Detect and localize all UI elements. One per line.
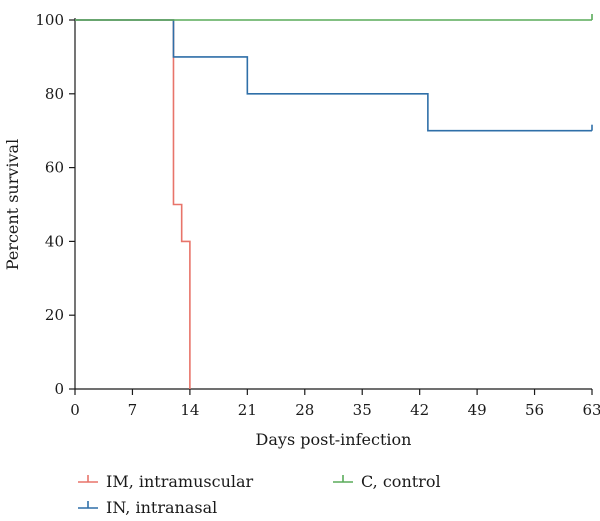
axes: 0 7 14 21 28 35 42 49 56 63 0 20 40 60 80 100	[35, 11, 600, 419]
series-lines	[75, 14, 593, 389]
y-tick-label: 40	[45, 232, 64, 250]
y-axis-title: Percent survival	[3, 139, 22, 270]
x-tick-label: 56	[525, 401, 544, 419]
series-line-0	[75, 19, 191, 389]
y-tick-label: 60	[45, 159, 64, 177]
legend-label: IM, intramuscular	[106, 472, 254, 491]
x-tick-label: 7	[128, 401, 138, 419]
x-tick-label: 49	[468, 401, 487, 419]
y-tick-label: 20	[45, 306, 64, 324]
x-tick-label: 42	[410, 401, 429, 419]
legend-item: C, control	[333, 472, 441, 491]
y-tick-label: 100	[35, 11, 64, 29]
x-tick-label: 0	[70, 401, 80, 419]
x-tick-label: 63	[582, 401, 600, 419]
legend: IM, intramuscular IN, intranasal C, contro…	[78, 472, 441, 517]
legend-item: IN, intranasal	[78, 498, 217, 517]
legend-label: C, control	[361, 472, 441, 491]
x-tick-label: 35	[353, 401, 372, 419]
y-tick-label: 80	[45, 85, 64, 103]
series-line-1	[75, 19, 592, 132]
x-tick-label: 21	[238, 401, 257, 419]
x-axis-title: Days post-infection	[256, 430, 412, 449]
legend-label: IN, intranasal	[106, 498, 217, 517]
y-tick-label: 0	[54, 380, 64, 398]
legend-item: IM, intramuscular	[78, 472, 254, 491]
x-tick-label: 14	[180, 401, 199, 419]
x-tick-label: 28	[295, 401, 314, 419]
